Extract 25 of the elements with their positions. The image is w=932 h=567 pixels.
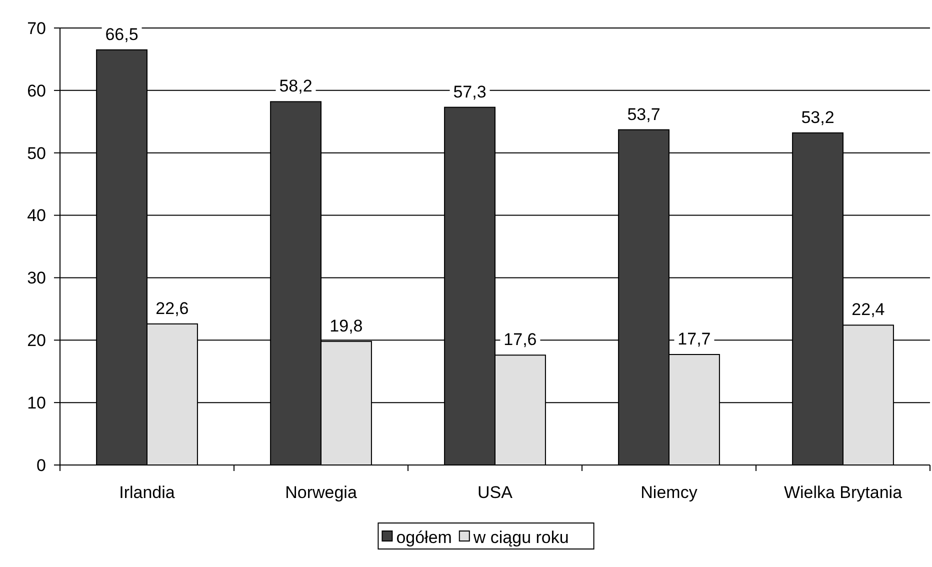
legend-label: w ciągu roku — [472, 528, 569, 547]
data-label: 57,3 — [453, 82, 486, 102]
y-tick-label: 50 — [27, 144, 46, 163]
data-label: 58,2 — [279, 76, 312, 96]
x-tick-label: Wielka Brytania — [784, 483, 903, 502]
data-label: 19,8 — [330, 316, 363, 336]
x-tick-label: Norwegia — [285, 483, 358, 502]
data-label: 17,7 — [678, 330, 711, 348]
x-tick-label: Irlandia — [119, 483, 176, 502]
y-tick-label: 20 — [27, 331, 46, 350]
data-label: 53,2 — [801, 108, 834, 127]
data-label: 66,5 — [105, 24, 138, 44]
y-tick-label: 40 — [27, 206, 46, 226]
data-label: 53,7 — [627, 104, 660, 124]
y-tick-label: 10 — [27, 394, 46, 413]
y-tick-label: 0 — [36, 456, 46, 475]
data-label: 22,4 — [852, 300, 885, 320]
x-tick-label: Niemcy — [640, 483, 698, 502]
data-label: 17,6 — [504, 330, 537, 350]
x-tick-label: USA — [478, 483, 514, 502]
y-tick-label: 60 — [27, 81, 46, 100]
data-label: 22,6 — [156, 298, 189, 318]
y-tick-label: 30 — [27, 268, 46, 288]
y-tick-label: 70 — [27, 18, 46, 38]
legend-label: ogółem — [396, 528, 452, 547]
